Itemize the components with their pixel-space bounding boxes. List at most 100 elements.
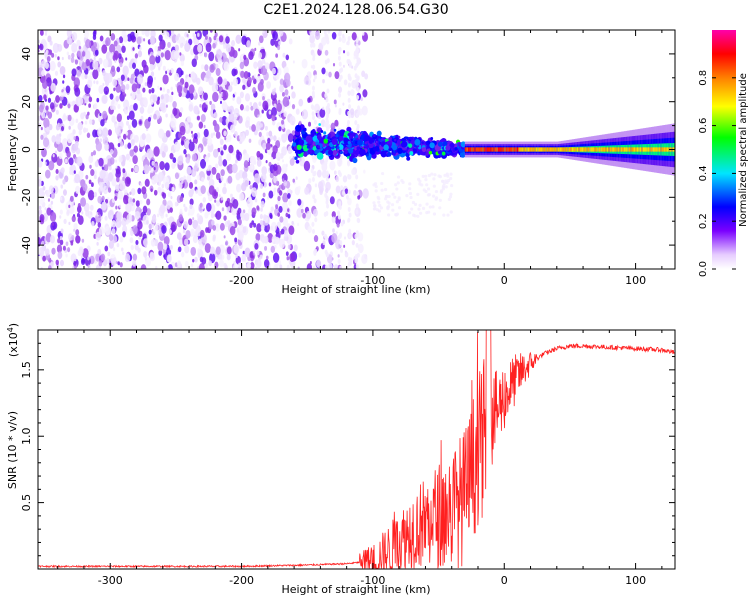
- spectrogram-noise-blob: [283, 230, 289, 238]
- spectrogram-noise-blob: [144, 153, 148, 158]
- spectrogram-noise-blob: [347, 197, 352, 206]
- spectrogram-noise-blob: [204, 155, 209, 163]
- spectrogram-signal-blob: [402, 149, 406, 154]
- spectrogram-line-core: [586, 147, 589, 152]
- spectrogram-faint-blob: [374, 184, 378, 189]
- spectrogram-noise-blob: [134, 165, 139, 173]
- spectrogram-line-core: [619, 147, 622, 152]
- spectrogram-streak-blob: [338, 47, 342, 53]
- spectrogram-noise-blob: [46, 207, 52, 216]
- spectrogram-line-core: [562, 147, 565, 152]
- spectrogram-noise-blob: [66, 51, 70, 56]
- spectrogram-noise-blob: [236, 96, 242, 105]
- spectrogram-line-core: [652, 147, 655, 152]
- spectrogram-noise-blob: [281, 133, 287, 143]
- spectrogram-noise-blob: [105, 37, 111, 47]
- spectrogram-noise-blob: [149, 35, 156, 45]
- spectrogram-noise-blob: [306, 263, 312, 269]
- spectrogram-noise-blob: [70, 253, 77, 264]
- spectrogram-line-core: [601, 147, 604, 152]
- spectrogram-noise-blob: [204, 243, 211, 254]
- spectrogram-noise-blob: [158, 34, 163, 42]
- spectrogram-noise-blob: [50, 82, 56, 92]
- spectrogram-faint-blob: [391, 192, 395, 196]
- spectrogram-noise-blob: [215, 172, 221, 181]
- spectrogram-streak-blob: [357, 105, 361, 111]
- spectrogram-noise-blob: [170, 49, 177, 61]
- spectrogram-noise-blob: [166, 266, 169, 269]
- spectrogram-signal-blob: [340, 151, 343, 155]
- spectrogram-line-core: [560, 147, 563, 152]
- spectrogram-noise-blob: [98, 226, 105, 235]
- spectrogram-noise-blob: [146, 208, 151, 216]
- spectrogram-noise-blob: [277, 221, 281, 228]
- spectrogram-noise-blob: [79, 61, 83, 67]
- spectrogram-noise-blob: [101, 44, 108, 54]
- spectrogram-noise-blob: [197, 248, 201, 253]
- spectrogram-noise-blob: [223, 44, 226, 49]
- spectrogram-noise-blob: [215, 131, 221, 139]
- spectrogram-line-core: [663, 147, 666, 152]
- spectrogram-line-core: [534, 147, 537, 152]
- spectrogram-noise-blob: [180, 70, 184, 76]
- spectrogram-noise-blob: [257, 114, 260, 118]
- spectrogram-noise-blob: [129, 149, 134, 157]
- spectrogram-line-core: [493, 147, 496, 152]
- spectrogram-noise-blob: [270, 245, 276, 253]
- spectrogram-line-core: [531, 147, 533, 152]
- spectrogram-faint-blob: [449, 192, 453, 196]
- spectrogram-signal-blob: [445, 145, 451, 151]
- snr-frame: [37, 329, 676, 570]
- spectrogram-noise-blob: [38, 187, 44, 197]
- spectrogram-line-core: [636, 147, 639, 152]
- spectrogram-signal-blob: [352, 157, 358, 164]
- spectrogram-noise-blob: [38, 104, 44, 113]
- spectrogram-noise-blob: [218, 35, 224, 43]
- spectrogram-noise-blob: [166, 254, 172, 263]
- spectrogram-streak-blob: [311, 105, 315, 111]
- spectrogram-line-core: [520, 147, 522, 152]
- spectrogram-faint-blob: [442, 213, 446, 217]
- spectrogram-noise-blob: [237, 218, 242, 226]
- spectrogram-noise-blob: [132, 47, 135, 51]
- spectrogram-noise-blob: [107, 172, 114, 182]
- spectrogram-line-core: [540, 147, 543, 152]
- spectrogram-noise-blob: [282, 192, 289, 203]
- spectrogram-signal-blob: [430, 137, 434, 141]
- spectrogram-noise-blob: [204, 35, 208, 40]
- spectrogram-faint-blob: [432, 212, 437, 216]
- spectrogram-signal-blob: [327, 149, 334, 156]
- spectrogram-noise-blob: [160, 93, 167, 104]
- spectrogram-signal-blob: [383, 144, 389, 151]
- spectrogram-line-core: [512, 147, 515, 152]
- spectrogram-noise-blob: [73, 260, 77, 266]
- spectrogram-noise-blob: [143, 164, 150, 175]
- spectrogram-noise-blob: [360, 97, 363, 102]
- spectrogram-noise-blob: [45, 189, 51, 198]
- spectrogram-noise-blob: [41, 147, 47, 158]
- spectrogram-streak-blob: [324, 160, 328, 166]
- spectrogram-noise-blob: [143, 250, 148, 258]
- spectrogram-noise-blob: [77, 203, 81, 209]
- spectrogram-noise-blob: [164, 49, 171, 61]
- spectrogram-noise-blob: [239, 132, 246, 143]
- spectrogram-noise-blob: [184, 42, 191, 53]
- spectrogram-noise-blob: [96, 80, 99, 85]
- snr-series-line: [38, 330, 675, 569]
- spectrogram-noise-blob: [153, 113, 157, 120]
- spectrogram-noise-blob: [121, 217, 127, 227]
- spectrogram-streak-blob: [347, 206, 351, 212]
- spectrogram-noise-blob: [259, 183, 264, 189]
- spectrogram-noise-blob: [112, 235, 118, 244]
- spectrogram-noise-blob: [199, 229, 205, 238]
- spectrogram-noise-blob: [288, 225, 295, 236]
- spectrogram-noise-blob: [76, 39, 81, 47]
- spectrogram-noise-blob: [225, 240, 229, 246]
- spectrogram-noise-blob: [125, 131, 129, 136]
- spectrogram-noise-blob: [186, 76, 191, 84]
- spectrogram-noise-blob: [212, 148, 219, 158]
- spectrogram-noise-blob: [178, 112, 182, 118]
- spectrogram-noise-blob: [233, 263, 239, 269]
- spectrogram-streak-blob: [349, 257, 353, 263]
- spectrogram-noise-blob: [167, 191, 172, 198]
